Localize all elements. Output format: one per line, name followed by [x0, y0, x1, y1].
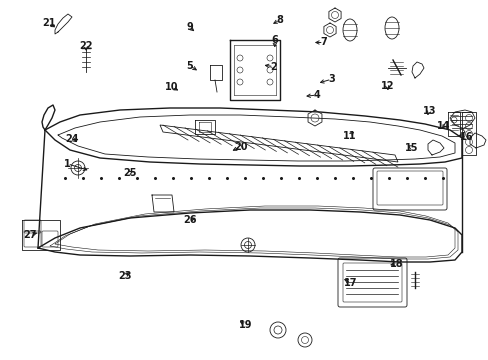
- Text: 22: 22: [79, 41, 92, 51]
- Text: 8: 8: [276, 15, 283, 25]
- Text: 14: 14: [436, 121, 450, 131]
- Text: 10: 10: [165, 82, 179, 92]
- Text: 3: 3: [327, 74, 334, 84]
- Text: 5: 5: [186, 60, 193, 71]
- Text: 16: 16: [459, 132, 473, 142]
- Text: 13: 13: [422, 106, 435, 116]
- Text: 12: 12: [380, 81, 393, 91]
- Text: 7: 7: [320, 37, 326, 48]
- Text: 21: 21: [42, 18, 56, 28]
- Text: 6: 6: [271, 35, 278, 45]
- Text: 23: 23: [118, 271, 131, 282]
- Text: 26: 26: [183, 215, 196, 225]
- Text: 20: 20: [233, 142, 247, 152]
- Text: 15: 15: [404, 143, 418, 153]
- Text: 19: 19: [238, 320, 252, 330]
- Text: 24: 24: [65, 134, 79, 144]
- Text: 25: 25: [122, 168, 136, 178]
- Text: 1: 1: [64, 159, 71, 169]
- Text: 18: 18: [389, 258, 403, 269]
- Text: 27: 27: [23, 230, 37, 240]
- Text: 11: 11: [342, 131, 356, 141]
- Text: 2: 2: [270, 62, 277, 72]
- Text: 9: 9: [186, 22, 193, 32]
- Text: 17: 17: [344, 278, 357, 288]
- Text: 4: 4: [313, 90, 320, 100]
